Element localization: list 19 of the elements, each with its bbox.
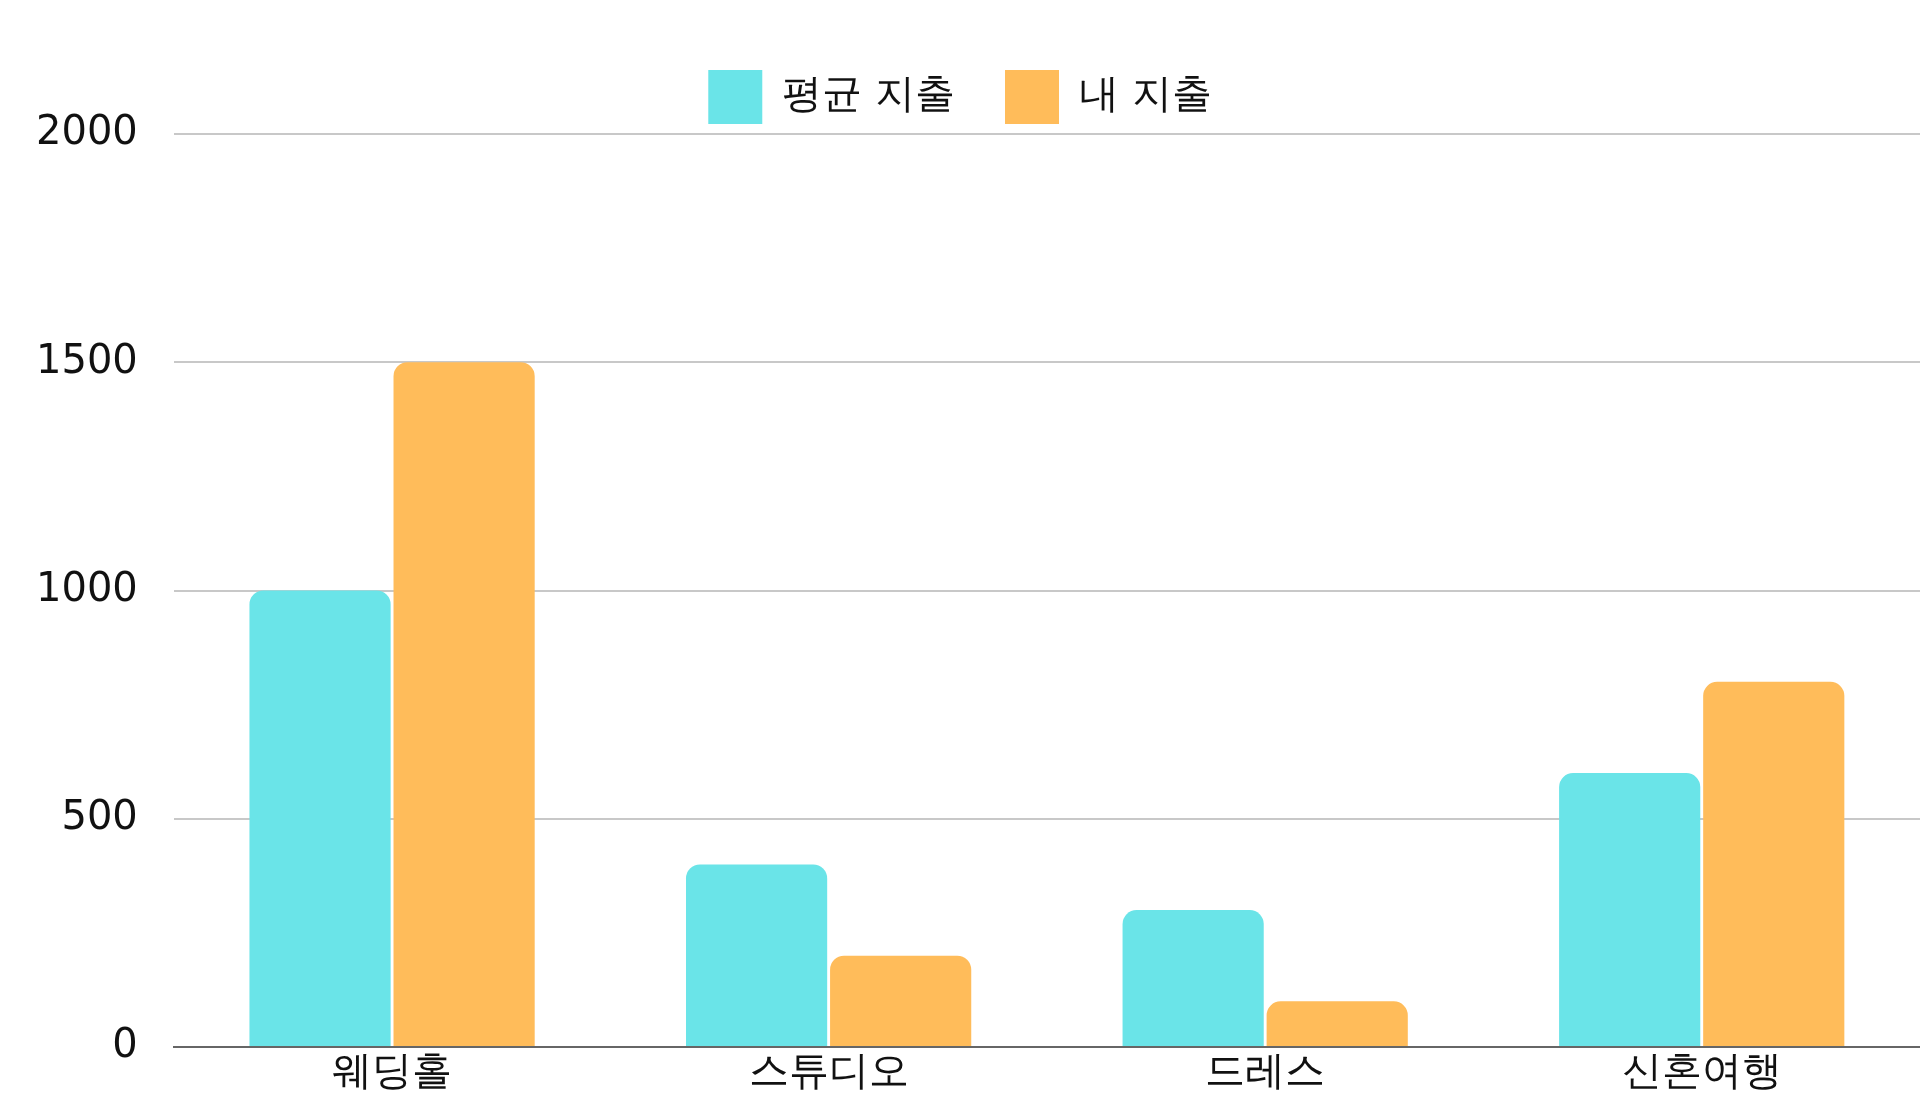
- bar: [1266, 1001, 1408, 1046]
- y-tick-label: 1000: [36, 563, 138, 610]
- legend-label: 내 지출: [1079, 70, 1212, 117]
- bar: [1122, 910, 1264, 1046]
- bar: [1559, 773, 1701, 1046]
- bar: [249, 590, 391, 1046]
- legend-label: 평균 지출: [782, 70, 955, 117]
- x-tick-label: 스튜디오: [748, 1047, 909, 1094]
- bar: [830, 955, 972, 1046]
- y-tick-label: 0: [112, 1020, 138, 1067]
- y-tick-label: 2000: [36, 107, 138, 154]
- bar: [393, 362, 535, 1046]
- x-tick-label: 드레스: [1205, 1047, 1326, 1094]
- x-tick-label: 웨딩홀: [332, 1047, 453, 1094]
- y-tick-label: 500: [61, 792, 138, 839]
- y-tick-label: 1500: [36, 335, 138, 382]
- bar: [686, 864, 828, 1046]
- x-tick-label: 신혼여행: [1621, 1047, 1782, 1094]
- bar: [1703, 681, 1845, 1046]
